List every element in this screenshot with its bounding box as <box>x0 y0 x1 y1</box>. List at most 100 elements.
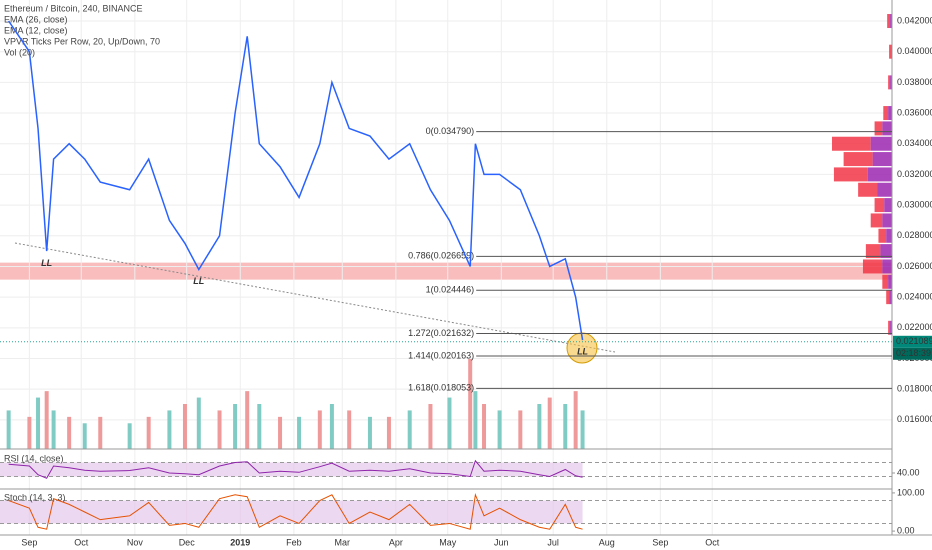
volume-bar <box>573 391 578 449</box>
volume-bar <box>329 404 334 449</box>
volume-bar <box>347 410 352 449</box>
vpvr-up <box>880 244 892 259</box>
volume-bar <box>518 410 523 449</box>
y-tick-label: 0.040000 <box>897 46 932 56</box>
x-tick-label: Feb <box>286 537 302 547</box>
volume-bar <box>67 416 72 449</box>
indicator-label: EMA (26, close) <box>4 14 68 24</box>
panes <box>0 0 892 535</box>
volume-bar <box>82 423 87 449</box>
stoch-tick-label: 100.00 <box>897 487 925 497</box>
volume-bar <box>6 410 11 449</box>
y-tick-label: 0.036000 <box>897 107 932 117</box>
x-tick-label: Jun <box>494 537 509 547</box>
volume-bar <box>468 359 473 449</box>
vpvr-up <box>877 182 892 197</box>
y-tick-label: 0.024000 <box>897 292 932 302</box>
vpvr-down <box>888 75 891 90</box>
vpvr-up <box>870 136 892 151</box>
y-tick-label: 0.032000 <box>897 169 932 179</box>
volume-bar <box>98 416 103 449</box>
fib-label: 1.414(0.020163) <box>408 350 474 360</box>
y-tick-label: 0.034000 <box>897 138 932 148</box>
fib-label: 0.786(0.026659) <box>408 251 474 261</box>
countdown-label: 02:18:39 <box>896 348 931 358</box>
vpvr-down <box>865 244 881 259</box>
volume-bar <box>167 410 172 449</box>
volume-bar <box>447 397 452 449</box>
y-tick-label: 0.038000 <box>897 77 932 87</box>
fib-label: 0(0.034790) <box>426 126 475 136</box>
volume-bar <box>367 416 372 449</box>
volume-bar <box>196 397 201 449</box>
y-tick-label: 0.042000 <box>897 15 932 25</box>
price-tag-label: 0.021089 <box>896 336 932 346</box>
vpvr-down <box>862 259 883 274</box>
rsi-label: RSI (14, close) <box>4 453 64 463</box>
x-tick-label: Sep <box>21 537 37 547</box>
support-zone <box>0 262 892 280</box>
vpvr-up <box>889 290 892 305</box>
volume-bar <box>482 404 487 449</box>
volume-bar <box>182 404 187 449</box>
vpvr-down <box>874 121 883 136</box>
y-tick-label: 0.030000 <box>897 199 932 209</box>
vpvr-down <box>887 14 891 29</box>
vpvr-up <box>890 14 892 29</box>
x-tick-label: Oct <box>705 537 720 547</box>
volume-bar <box>386 416 391 449</box>
indicator-label: EMA (12, close) <box>4 25 68 35</box>
stoch-label: Stoch (14, 3, 3) <box>4 492 66 502</box>
volume-bar <box>563 404 568 449</box>
price-tag <box>893 335 932 348</box>
fib-label: 1.618(0.018053) <box>408 383 474 393</box>
vpvr-up <box>890 75 892 90</box>
y-tick-label: 0.026000 <box>897 261 932 271</box>
vpvr-up <box>882 121 892 136</box>
volume-bar <box>537 404 542 449</box>
x-tick-label: Sep <box>652 537 668 547</box>
vpvr-down <box>843 152 873 167</box>
rsi-band <box>0 462 583 477</box>
vpvr-down <box>832 136 871 151</box>
annotation: LL <box>193 276 204 286</box>
fib-label: 1.272(0.021632) <box>408 328 474 338</box>
indicator-label: VPVR Ticks Per Row, 20, Up/Down, 70 <box>4 36 160 46</box>
volume-bar <box>428 404 433 449</box>
y-tick-label: 0.018000 <box>897 384 932 394</box>
y-tick-label: 0.022000 <box>897 322 932 332</box>
x-tick-label: Mar <box>335 537 351 547</box>
x-tick-label: Oct <box>74 537 89 547</box>
vpvr-down <box>878 228 887 243</box>
volume-bar <box>36 397 41 449</box>
stoch-line <box>8 492 583 530</box>
annotation: LL <box>577 347 588 357</box>
price-line <box>8 20 584 341</box>
vpvr-down <box>889 44 892 59</box>
vpvr-down <box>874 198 885 213</box>
vpvr-up <box>884 198 892 213</box>
vpvr-up <box>867 167 892 182</box>
vpvr-up <box>888 274 892 289</box>
stoch-band <box>0 500 583 524</box>
x-tick-label: Aug <box>599 537 615 547</box>
vpvr-down <box>870 213 883 228</box>
volume-bar <box>245 391 250 449</box>
volume-bar <box>146 416 151 449</box>
vpvr-down <box>888 320 891 335</box>
countdown-tag <box>893 347 932 360</box>
x-tick-label: Jul <box>547 537 559 547</box>
vpvr-down <box>858 182 878 197</box>
indicator-label: Vol (20) <box>4 47 35 57</box>
vpvr-down <box>833 167 868 182</box>
volume-bar <box>278 416 283 449</box>
rsi-line <box>8 459 583 479</box>
x-tick-label: Nov <box>127 537 144 547</box>
volume-bar <box>217 410 222 449</box>
volume-bar <box>547 397 552 449</box>
x-tick-label: 2019 <box>230 537 250 547</box>
y-tick-label: 0.028000 <box>897 230 932 240</box>
vpvr-down <box>886 290 890 305</box>
volume-bar <box>407 410 412 449</box>
